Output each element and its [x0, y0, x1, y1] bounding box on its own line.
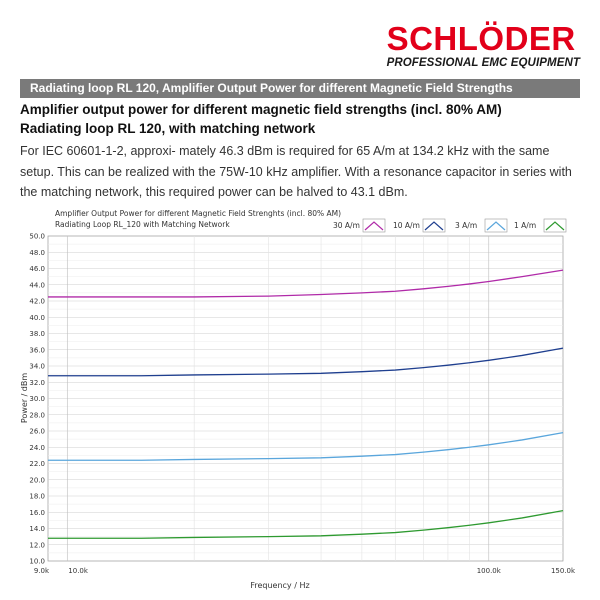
legend-swatch-box-0: [362, 218, 386, 233]
legend-swatch-2: [486, 221, 506, 231]
y-axis-label: Power / dBm: [20, 373, 29, 424]
series-line-0: [48, 269, 564, 298]
legend-swatch-box-2: [484, 218, 508, 233]
legend-swatch-box-3: [543, 218, 567, 233]
legend-swatch-box-1: [422, 218, 446, 233]
y-tick-label: 48.0: [29, 249, 45, 257]
description-paragraph: For IEC 60601-1-2, approxi- mately 46.3 …: [20, 144, 572, 199]
x-tick-label: 150.0k: [551, 567, 576, 575]
y-tick-label: 40.0: [29, 314, 45, 322]
series-layer: [48, 269, 564, 539]
section-banner: Radiating loop RL 120, Amplifier Output …: [20, 79, 580, 98]
y-axis-ticks: 10.0 12.0 14.0 16.0 18.0 20.0 22.0 24.0 26.0 28.0…: [29, 233, 45, 566]
series-line-2: [48, 431, 564, 461]
y-tick-label: 26.0: [29, 428, 45, 436]
brand-tagline: PROFESSIONAL EMC EQUIPMENT: [386, 57, 580, 69]
y-tick-label: 46.0: [29, 265, 45, 273]
legend-label-1: 10 A/m: [393, 221, 420, 230]
heading-line-1: Amplifier output power for different mag…: [20, 102, 502, 117]
x-tick-label: 100.0k: [477, 567, 502, 575]
y-tick-label: 10.0: [29, 558, 45, 566]
y-tick-label: 24.0: [29, 444, 45, 452]
brand-name: SCHLÖDER: [386, 20, 576, 57]
y-tick-label: 30.0: [29, 395, 45, 403]
y-tick-label: 12.0: [29, 541, 45, 549]
series-line-3: [48, 509, 564, 539]
y-tick-label: 20.0: [29, 476, 45, 484]
y-tick-label: 36.0: [29, 346, 45, 354]
y-tick-label: 16.0: [29, 509, 45, 517]
chart-title: Amplifier Output Power for different Mag…: [55, 209, 341, 218]
legend-label-0: 30 A/m: [333, 221, 360, 230]
legend-swatch-0: [364, 221, 384, 231]
series-line-1: [48, 347, 564, 377]
legend-label-2: 3 A/m: [455, 221, 477, 230]
y-tick-label: 42.0: [29, 298, 45, 306]
grid: [48, 236, 563, 561]
legend-swatch-3: [545, 221, 565, 231]
y-tick-label: 14.0: [29, 525, 45, 533]
legend: 30 A/m 10 A/m 3 A/m 1 A/m: [333, 218, 567, 233]
legend-label-3: 1 A/m: [514, 221, 536, 230]
chart-subtitle: Radiating Loop RL_120 with Matching Netw…: [55, 220, 230, 229]
y-tick-label: 38.0: [29, 330, 45, 338]
x-axis-label: Frequency / Hz: [250, 581, 309, 590]
y-tick-label: 50.0: [29, 233, 45, 241]
x-tick-label: 9.0k: [34, 567, 50, 575]
y-tick-label: 44.0: [29, 281, 45, 289]
x-tick-label: 10.0k: [68, 567, 89, 575]
y-tick-label: 22.0: [29, 460, 45, 468]
y-tick-label: 18.0: [29, 493, 45, 501]
heading-line-2: Radiating loop RL 120, with matching net…: [20, 121, 316, 136]
x-axis-ticks: 9.0k 10.0k 100.0k 150.0k: [34, 567, 576, 575]
y-tick-label: 28.0: [29, 411, 45, 419]
power-chart: 10.0 12.0 14.0 16.0 18.0 20.0 22.0 24.0 26.0 28.0…: [20, 209, 576, 590]
y-tick-label: 34.0: [29, 363, 45, 371]
brand-logo: SCHLÖDER PROFESSIONAL EMC EQUIPMENT: [386, 20, 580, 70]
legend-swatch-1: [424, 221, 444, 231]
y-tick-label: 32.0: [29, 379, 45, 387]
